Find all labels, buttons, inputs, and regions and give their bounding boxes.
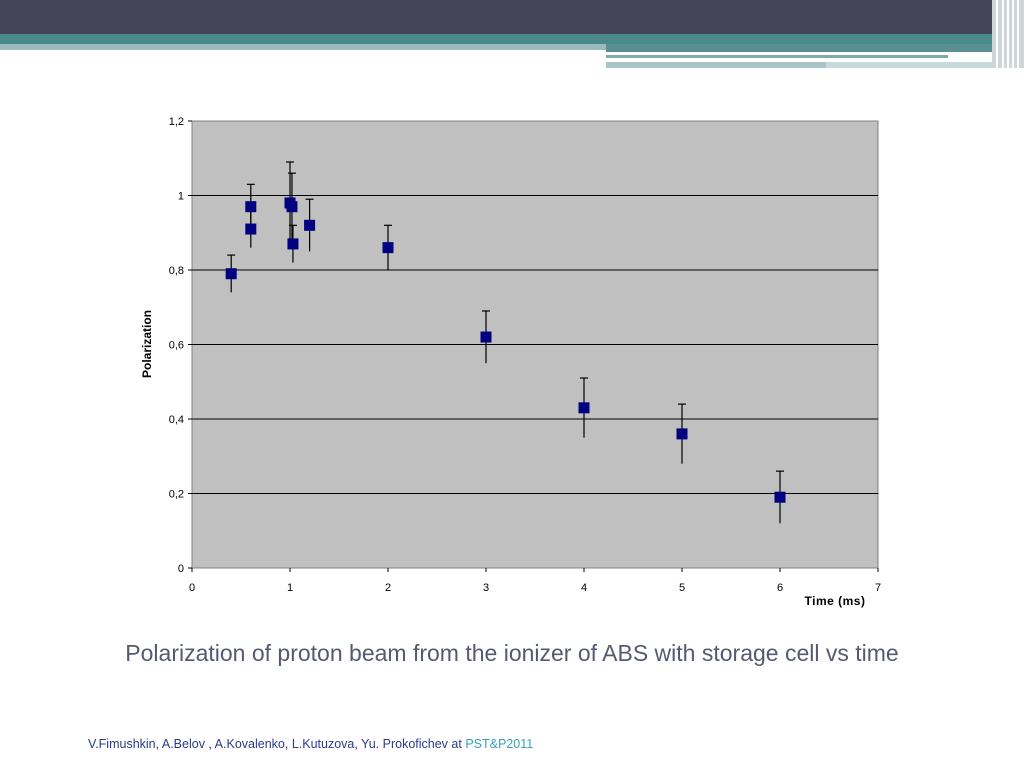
header-band-dark [0, 0, 1024, 34]
data-point [225, 268, 237, 280]
data-point [245, 223, 257, 235]
data-point [287, 238, 299, 250]
y-tick-label: 0,6 [169, 340, 184, 352]
x-tick-label: 5 [679, 582, 685, 594]
x-tick-label: 2 [385, 582, 391, 594]
x-tick-label: 6 [777, 582, 783, 594]
y-axis-label: Polarization [140, 310, 154, 378]
header-stripe [606, 55, 948, 58]
x-tick-label: 0 [189, 582, 195, 594]
y-tick-label: 1,2 [169, 116, 184, 128]
footer-conference: PST&P2011 [465, 737, 534, 751]
x-tick-label: 3 [483, 582, 489, 594]
header-band-teal [0, 34, 1024, 44]
slide-caption: Polarization of proton beam from the ion… [125, 640, 899, 666]
data-point [676, 428, 688, 440]
data-point [286, 201, 298, 213]
x-tick-label: 4 [581, 582, 587, 594]
header-stripe [826, 62, 1024, 68]
footer-authors: V.Fimushkin, A.Belov , A.Kovalenko, L.Ku… [88, 737, 466, 751]
data-point [578, 402, 590, 414]
y-tick-label: 0 [178, 563, 184, 575]
header-corner-ornament [992, 0, 1024, 68]
x-axis-label: Time (ms) [805, 594, 866, 608]
y-axis-ticks: 0 0,2 0,4 0,6 0,8 1 1,2 [169, 116, 192, 575]
gridlines [192, 195, 878, 494]
x-tick-label: 1 [287, 582, 293, 594]
data-points [225, 197, 786, 503]
y-tick-label: 1 [178, 191, 184, 203]
x-axis-ticks: 0 1 2 3 4 5 6 7 [189, 568, 881, 594]
y-tick-label: 0,2 [169, 489, 184, 501]
header-band-light [0, 44, 1024, 50]
header-stripe [606, 62, 826, 68]
data-point [480, 331, 492, 343]
data-point [382, 242, 394, 254]
header-stripe [606, 44, 1024, 52]
x-tick-label: 7 [875, 582, 881, 594]
data-point [245, 201, 257, 213]
y-tick-label: 0,4 [169, 414, 184, 426]
y-tick-label: 0,8 [169, 265, 184, 277]
data-point [304, 219, 316, 231]
footer-credits: V.Fimushkin, A.Belov , A.Kovalenko, L.Ku… [88, 737, 533, 751]
data-point [774, 491, 786, 503]
